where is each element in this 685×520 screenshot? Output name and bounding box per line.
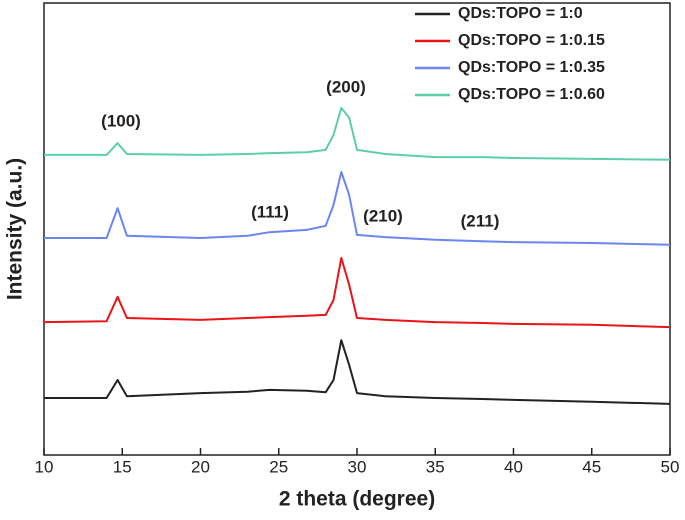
peak-annotation: (211) — [461, 211, 500, 230]
legend-label: QDs:TOPO = 1:0.15 — [458, 32, 605, 49]
legend-label: QDs:TOPO = 1:0.35 — [458, 59, 605, 76]
x-tick-label: 10 — [35, 457, 54, 476]
y-axis-label: Intensity (a.u.) — [4, 158, 27, 300]
series-line — [44, 171, 671, 246]
x-axis-label: 2 theta (degree) — [279, 488, 435, 511]
peak-annotation: (100) — [101, 111, 141, 130]
x-tick-label: 15 — [113, 457, 132, 476]
x-tick-label: 30 — [348, 457, 367, 476]
legend-label: QDs:TOPO = 1:0 — [458, 5, 583, 22]
series-line — [43, 256, 671, 329]
x-tick-label: 35 — [426, 457, 445, 476]
x-tick-label: 45 — [582, 457, 601, 476]
x-tick-label: 25 — [269, 457, 288, 476]
series-line — [44, 339, 671, 405]
x-tick-label: 20 — [191, 457, 210, 476]
legend-label: QDs:TOPO = 1:0.60 — [458, 86, 605, 103]
peak-annotation: (111) — [251, 202, 289, 221]
x-tick-label: 50 — [661, 457, 680, 476]
peak-annotation: (210) — [363, 206, 403, 225]
peak-annotation: (200) — [326, 77, 366, 96]
series-line — [44, 106, 671, 161]
x-tick-label: 40 — [504, 457, 523, 476]
